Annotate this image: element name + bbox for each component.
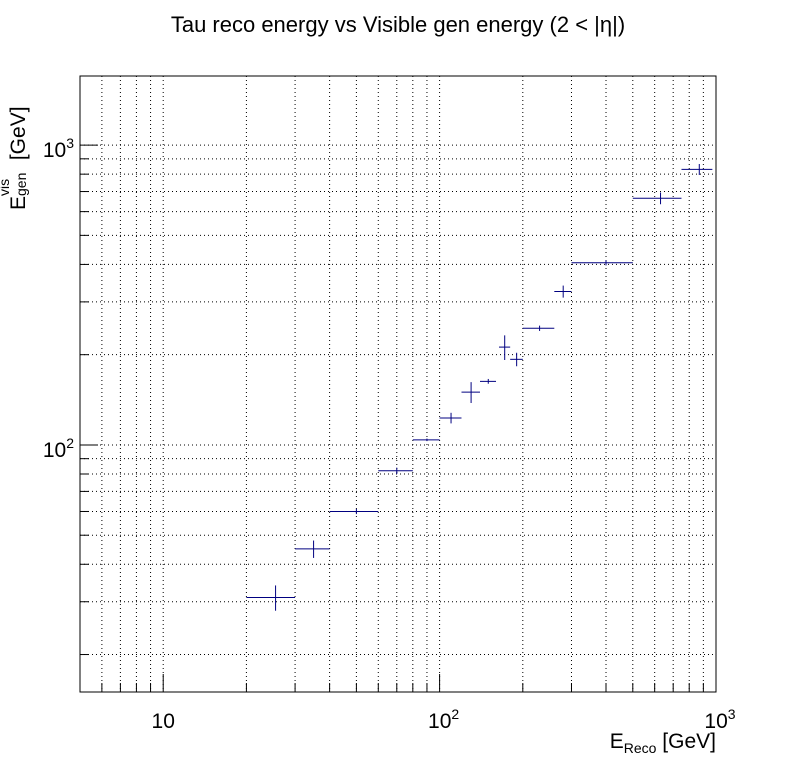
- y-axis-title-main: E: [7, 195, 30, 210]
- x-axis-title-unit: [GeV]: [656, 730, 716, 753]
- x-tick-label: 10: [152, 710, 175, 733]
- x-tick-label: 103: [704, 706, 735, 733]
- x-axis-title-sub: Reco: [623, 740, 657, 756]
- x-axis-title: EReco [GeV]: [610, 730, 716, 756]
- y-axis-title-unit: [GeV]: [7, 106, 30, 166]
- chart-title: Tau reco energy vs Visible gen energy (2…: [170, 12, 626, 37]
- y-tick-label: 102: [43, 435, 74, 462]
- plot-frame: [79, 75, 717, 693]
- x-tick-label: 102: [428, 706, 459, 733]
- y-axis-title-sup: vis: [0, 178, 12, 196]
- y-tick-label: 103: [43, 135, 74, 162]
- y-axis-title-sub: gen: [13, 172, 29, 196]
- y-axis-title-scripts: vis gen: [0, 166, 29, 196]
- x-axis-title-main: E: [609, 730, 624, 753]
